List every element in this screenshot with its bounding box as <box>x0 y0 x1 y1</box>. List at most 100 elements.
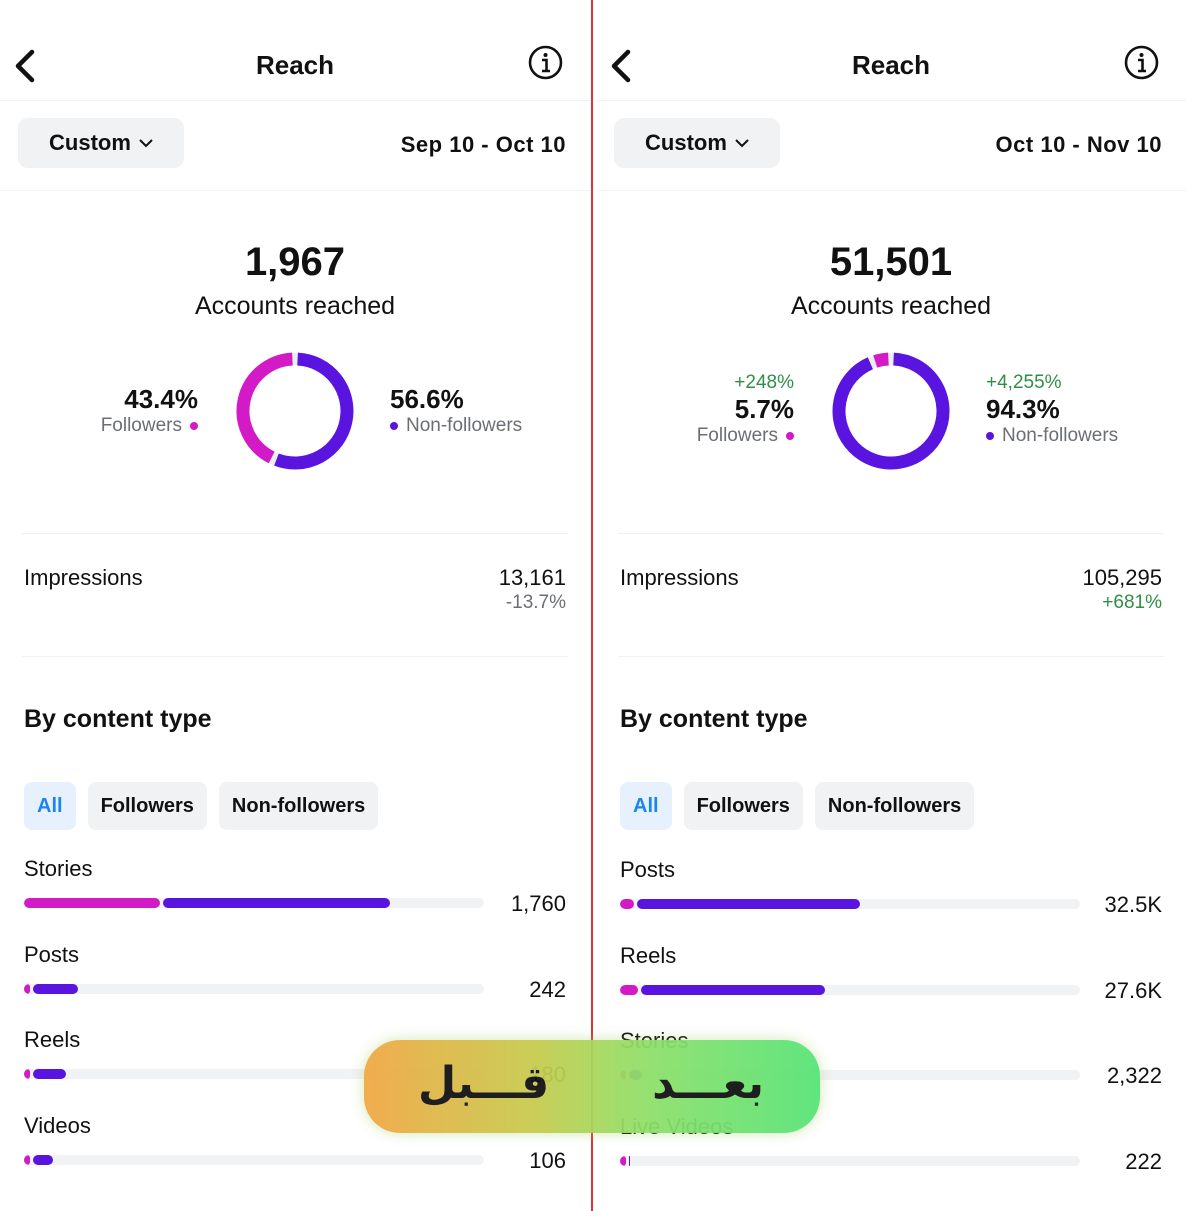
panel-after: Reach Custom Oct 10 - Nov 10 51,501 Acco… <box>596 0 1186 1211</box>
followers-change: +248% <box>734 372 794 393</box>
bar-followers-segment <box>620 985 638 995</box>
impressions-label: Impressions <box>620 565 739 590</box>
non-followers-change: +4,255% <box>986 372 1062 393</box>
before-label: قـــبل <box>418 1058 550 1109</box>
chevron-left-icon[interactable] <box>12 48 42 84</box>
filter-followers[interactable]: Followers <box>683 782 803 830</box>
followers-label: Followers <box>696 425 778 446</box>
impressions-value: 13,161 <box>498 565 566 590</box>
content-type-title: By content type <box>620 705 808 733</box>
non-followers-label: Non-followers <box>406 415 523 436</box>
content-filter-tabs: All Followers Non-followers <box>24 782 379 830</box>
custom-range-label: Custom <box>49 130 131 155</box>
chevron-down-icon <box>735 139 749 148</box>
accounts-reached-label: Accounts reached <box>194 292 396 320</box>
content-row-bar <box>620 985 1080 995</box>
divider <box>0 190 590 191</box>
content-row-label: Posts <box>620 857 676 882</box>
content-filter-tabs: All Followers Non-followers <box>620 782 975 830</box>
bar-non-followers-segment <box>629 1156 631 1166</box>
filter-all[interactable]: All <box>620 782 672 830</box>
before-after-badge: قـــبل بعـــد <box>364 1040 820 1133</box>
accounts-reached-label: Accounts reached <box>790 292 992 320</box>
bar-non-followers-segment <box>636 899 861 909</box>
bar-non-followers-segment <box>163 898 391 908</box>
top-bar: Reach <box>596 28 1186 101</box>
page-title: Reach <box>851 50 931 80</box>
non-followers-legend: Non-followers <box>390 415 522 437</box>
custom-range-label: Custom <box>645 130 727 155</box>
non-followers-dot-icon <box>390 422 398 430</box>
non-followers-percent: 94.3% <box>986 394 1060 424</box>
non-followers-label: Non-followers <box>1002 425 1119 446</box>
content-row-bar <box>24 984 484 994</box>
filter-all[interactable]: All <box>24 782 76 830</box>
filter-non-followers[interactable]: Non-followers <box>814 782 975 830</box>
filter-non-followers[interactable]: Non-followers <box>218 782 379 830</box>
impressions-change: -13.7% <box>505 592 566 613</box>
content-row-label: Videos <box>24 1113 91 1138</box>
content-row-value: 27.6K <box>1104 978 1163 1003</box>
date-range: Sep 10 - Oct 10 <box>400 132 566 157</box>
followers-percent: 5.7% <box>734 394 794 424</box>
page-title: Reach <box>255 50 335 80</box>
bar-followers-segment <box>24 984 30 994</box>
chevron-down-icon <box>139 139 153 148</box>
custom-range-button[interactable]: Custom <box>18 118 184 168</box>
content-row-value: 222 <box>1125 1149 1162 1174</box>
donut-followers-segment <box>236 352 293 464</box>
donut-non-followers-segment <box>832 352 950 470</box>
after-label: بعـــد <box>652 1058 764 1109</box>
reach-donut-chart <box>236 352 354 470</box>
content-row-label: Stories <box>24 856 93 881</box>
content-row-value: 32.5K <box>1104 892 1163 917</box>
bar-followers-segment <box>620 1156 626 1166</box>
content-row-bar <box>620 899 1080 909</box>
divider <box>22 656 568 657</box>
divider <box>596 190 1186 191</box>
bar-followers-segment <box>24 898 161 908</box>
content-row-value: 242 <box>529 977 566 1002</box>
bar-followers-segment <box>24 1155 30 1165</box>
content-type-title: By content type <box>24 705 212 733</box>
content-row-label: Reels <box>24 1027 81 1052</box>
content-row-bar <box>24 1069 484 1079</box>
chevron-left-icon[interactable] <box>608 48 638 84</box>
divider <box>618 656 1164 657</box>
non-followers-dot-icon <box>986 432 994 440</box>
bar-non-followers-segment <box>640 985 825 995</box>
content-row-bar <box>24 898 484 908</box>
non-followers-legend: Non-followers <box>986 425 1118 447</box>
accounts-reached-count: 51,501 <box>829 240 953 284</box>
divider <box>22 533 568 534</box>
bar-non-followers-segment <box>33 1069 66 1079</box>
followers-legend: Followers <box>697 425 794 447</box>
content-row-bar <box>24 1155 484 1165</box>
info-icon[interactable] <box>528 45 563 80</box>
filter-followers[interactable]: Followers <box>87 782 207 830</box>
bar-followers-segment <box>24 1069 30 1079</box>
comparison-divider <box>591 0 593 1211</box>
panel-before: Reach Custom Sep 10 - Oct 10 1,967 Accou… <box>0 0 590 1211</box>
bar-followers-segment <box>620 899 634 909</box>
content-row-value: 1,760 <box>510 891 566 916</box>
followers-legend: Followers <box>101 415 198 437</box>
custom-range-button[interactable]: Custom <box>614 118 780 168</box>
accounts-reached-count: 1,967 <box>244 240 346 284</box>
non-followers-stat: 56.6% Non-followers <box>390 384 522 437</box>
donut-non-followers-segment <box>274 352 354 470</box>
bar-non-followers-segment <box>33 1155 54 1165</box>
content-row-bar <box>620 1156 1080 1166</box>
impressions-change: +681% <box>1102 592 1162 613</box>
content-row-label: Reels <box>620 943 677 968</box>
info-icon[interactable] <box>1124 45 1159 80</box>
date-range: Oct 10 - Nov 10 <box>995 132 1162 157</box>
divider <box>618 533 1164 534</box>
top-bar: Reach <box>0 28 590 101</box>
bar-non-followers-segment <box>33 984 78 994</box>
content-row-value: 106 <box>529 1148 566 1173</box>
followers-percent: 43.4% <box>124 384 198 414</box>
followers-label: Followers <box>100 415 182 436</box>
content-row-label: Posts <box>24 942 80 967</box>
content-row-value: 2,322 <box>1106 1063 1162 1088</box>
